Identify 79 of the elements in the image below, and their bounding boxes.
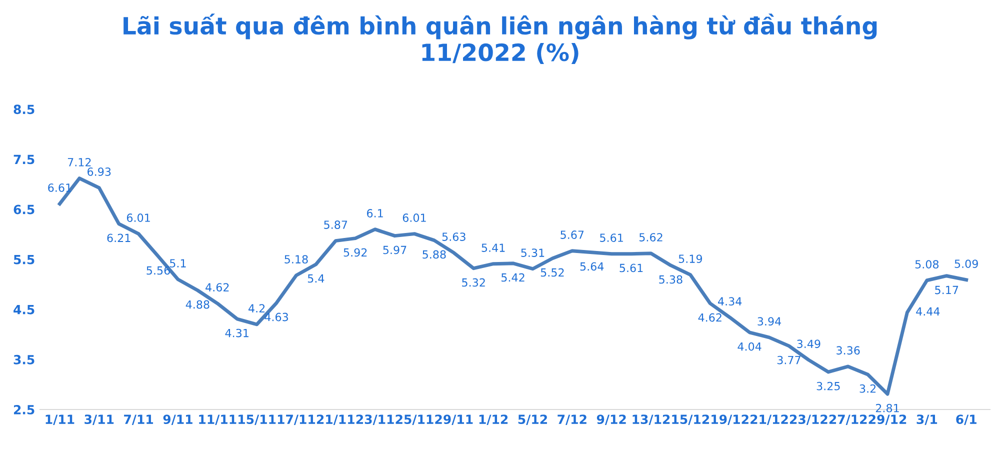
data-label: 3.25 [816, 382, 840, 390]
data-label: 7.12 [68, 158, 91, 166]
data-label: 3.2 [860, 384, 876, 393]
data-label: 5.17 [935, 286, 958, 294]
data-label: 5.38 [659, 275, 682, 284]
x-tick-label: 23/12 [790, 414, 828, 426]
data-label: 6.1 [367, 209, 383, 218]
data-label: 5.62 [639, 233, 662, 242]
data-label: 5.64 [580, 262, 604, 271]
data-label: 4.34 [718, 297, 742, 306]
x-tick-label: 27/12 [829, 414, 867, 426]
y-tick-label: 4.5 [14, 305, 34, 314]
x-tick-label: 11/11 [199, 414, 236, 426]
y-tick-label: 5.5 [14, 254, 34, 264]
data-label: 5.92 [344, 248, 367, 257]
data-label: 5.61 [620, 264, 643, 272]
data-label: 3.36 [836, 346, 860, 355]
data-label: 4.04 [738, 342, 762, 351]
y-tick-label: 7.5 [14, 154, 34, 164]
data-label: 3.94 [758, 317, 781, 326]
x-tick-label: 13/12 [632, 414, 670, 426]
x-tick-label: 21/12 [750, 414, 788, 426]
x-tick-label: 6/1 [956, 414, 976, 426]
data-label: 5.41 [482, 244, 505, 252]
data-label: 5.1 [170, 259, 186, 268]
x-tick-label: 7/11 [124, 414, 154, 426]
data-label: 5.42 [502, 273, 524, 282]
data-label: 5.63 [442, 232, 466, 241]
data-label: 4.31 [225, 328, 248, 338]
data-label: 4.44 [916, 307, 940, 316]
data-label: 6.93 [88, 168, 111, 176]
y-tick-label: 2.5 [14, 404, 34, 414]
x-tick-label: 21/11 [316, 414, 354, 426]
data-label: 4.63 [264, 312, 288, 322]
x-tick-label: 1/11 [46, 414, 74, 426]
x-tick-label: 1/12 [479, 414, 508, 426]
data-label: 5.31 [521, 248, 544, 257]
data-label: 4.62 [206, 283, 229, 292]
x-tick-label: 7/12 [558, 414, 586, 426]
x-tick-label: 9/12 [596, 414, 626, 426]
data-label: 4.88 [186, 300, 210, 309]
x-tick-label: 17/11 [278, 414, 316, 426]
data-label: 5.4 [308, 274, 324, 283]
x-tick-label: 3/1 [916, 414, 938, 426]
y-tick-label: 3.5 [14, 354, 34, 364]
data-label: 4.2 [248, 304, 265, 312]
data-label: 6.01 [126, 214, 150, 222]
x-tick-label: 5/12 [518, 414, 547, 426]
x-tick-label: 23/11 [356, 414, 394, 426]
data-label: 5.32 [462, 278, 485, 287]
data-label: 5.18 [284, 255, 308, 264]
x-tick-label: 3/11 [84, 414, 114, 426]
x-tick-label: 29/11 [435, 414, 473, 426]
data-label: 5.88 [422, 250, 446, 259]
data-label: 5.67 [560, 230, 584, 239]
data-label: 5.56 [146, 266, 170, 275]
y-tick-label: 6.5 [14, 204, 34, 214]
x-tick-label: 19/12 [712, 414, 748, 426]
data-label: 5.61 [600, 234, 623, 242]
data-label: 3.49 [797, 340, 820, 348]
data-label: 5.87 [324, 220, 348, 229]
x-tick-label: 15/12 [672, 414, 710, 426]
data-label: 5.97 [383, 246, 406, 254]
data-label: 4.62 [698, 313, 722, 322]
chart-title: Lãi suất qua đêm bình quân liên ngân hàng từ đầu tháng 11/2022 (%) [124, 14, 877, 64]
data-label: 6.21 [107, 234, 130, 242]
data-label: 5.08 [915, 260, 939, 268]
y-tick-label: 8.5 [14, 104, 34, 114]
x-tick-label: 25/11 [396, 414, 434, 426]
data-label: 5.52 [540, 268, 564, 277]
data-label: 2.81 [876, 404, 899, 412]
x-tick-label: 9/11 [163, 414, 192, 426]
data-label: 5.19 [678, 254, 702, 263]
data-label: 6.01 [402, 214, 426, 222]
x-tick-label: 15/11 [238, 414, 276, 426]
data-label: 5.09 [954, 260, 978, 268]
x-tick-label: 29/12 [868, 414, 906, 426]
data-label: 3.77 [777, 356, 800, 364]
data-label: 6.61 [48, 184, 72, 192]
